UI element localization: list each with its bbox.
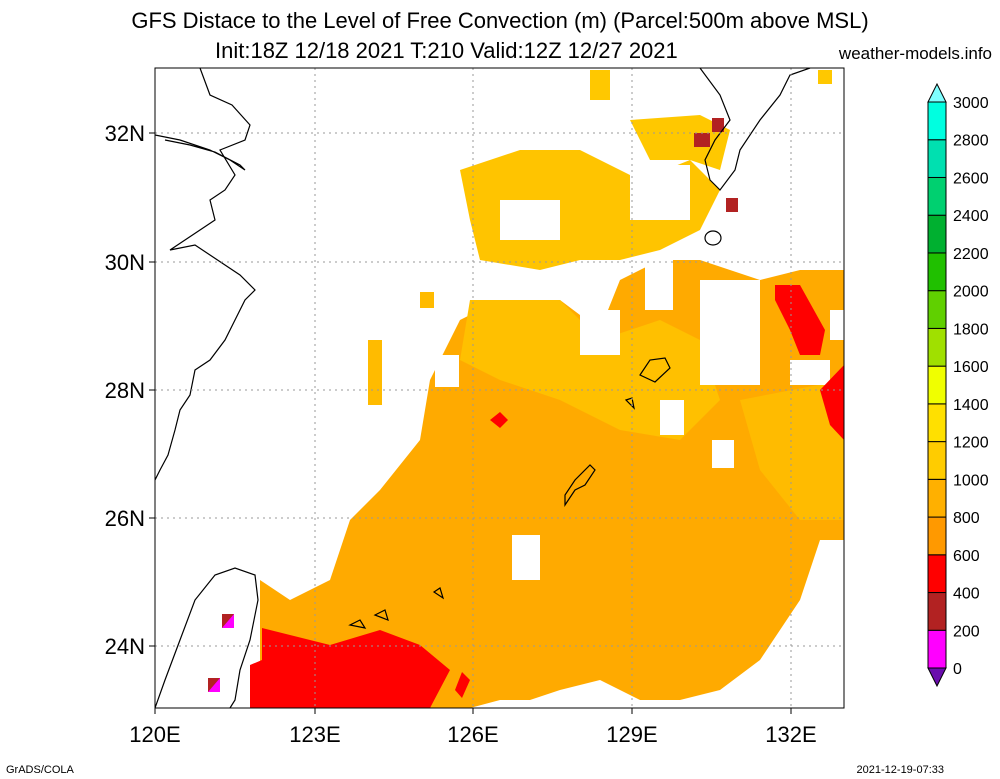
field-yellow-north2	[630, 115, 730, 170]
field-brown-1	[694, 133, 710, 147]
colorbar-label: 400	[953, 586, 980, 603]
amami-island	[564, 464, 596, 507]
colorbar-swatch	[927, 403, 947, 443]
lfc-field	[208, 70, 844, 708]
taiwan-coast	[155, 567, 259, 708]
colorbar: 0 200 400 600 800 1000 1200 1400 1600 1800 2000 220…	[927, 82, 989, 688]
colorbar-swatch	[927, 441, 947, 480]
colorbar-label: 2800	[953, 133, 989, 150]
lat-label: 28N	[105, 378, 145, 403]
field-brown-5	[208, 678, 220, 692]
field-yellow-west	[368, 340, 382, 405]
lat-label: 26N	[105, 506, 145, 531]
kyushu-coast	[699, 68, 811, 191]
lat-label: 24N	[105, 634, 145, 659]
footer-timestamp: 2021-12-19-07:33	[856, 764, 944, 776]
field-red-dot2	[455, 672, 470, 698]
okinawa-island	[639, 357, 671, 383]
field-red-east2	[820, 365, 844, 440]
colorbar-swatch	[927, 629, 947, 669]
field-red-dot1	[490, 412, 508, 428]
site-credit: weather-models.info	[838, 44, 992, 63]
colorbar-label: 200	[953, 623, 980, 640]
field-yellow-ne2	[818, 70, 832, 84]
map-subtitle: Init:18Z 12/18 2021 T:210 Valid:12Z 12/2…	[215, 38, 678, 63]
island-small-1	[348, 619, 367, 629]
gap-10	[830, 310, 844, 340]
colorbar-label: 1200	[953, 435, 989, 452]
colorbar-swatch	[927, 176, 947, 216]
field-red-east1	[775, 285, 825, 355]
colorbar-swatch	[927, 214, 947, 254]
colorbar-label: 2200	[953, 246, 989, 263]
colorbar-max-arrow	[927, 82, 947, 103]
yangtze-outline	[155, 134, 246, 171]
gridlines	[155, 68, 844, 708]
colorbar-swatch	[927, 365, 947, 405]
field-brown-4	[222, 614, 234, 628]
gap-3	[645, 260, 673, 310]
axis-ticks	[149, 132, 792, 714]
island-yakushima	[704, 230, 722, 246]
colorbar-label: 2600	[953, 170, 989, 187]
colorbar-min-arrow	[927, 667, 947, 688]
colorbar-swatch	[927, 592, 947, 631]
lon-label: 123E	[289, 722, 340, 747]
lon-label: 126E	[447, 722, 498, 747]
colorbar-swatch	[927, 252, 947, 292]
lat-label: 32N	[105, 121, 145, 146]
gap-11	[630, 165, 690, 220]
colorbar-swatch	[927, 290, 947, 329]
coastlines	[155, 68, 811, 708]
colorbar-swatch	[927, 327, 947, 367]
gap-6	[512, 535, 540, 580]
colorbar-swatch	[927, 554, 947, 594]
colorbar-swatch	[927, 516, 947, 556]
gap-5	[660, 400, 684, 435]
gap-4	[700, 280, 760, 385]
colorbar-label: 3000	[953, 95, 989, 112]
gap-8	[435, 355, 459, 387]
colorbar-label: 800	[953, 510, 980, 527]
lon-label: 120E	[129, 722, 180, 747]
footer-credit: GrADS/COLA	[6, 764, 74, 776]
field-yellow-west2	[420, 292, 434, 308]
lon-label: 129E	[606, 722, 657, 747]
colorbar-label: 1800	[953, 321, 989, 338]
lat-label: 30N	[105, 250, 145, 275]
gap-9	[790, 360, 830, 385]
colorbar-label: 600	[953, 548, 980, 565]
field-yellow-mid	[460, 300, 720, 440]
lon-label: 132E	[765, 722, 816, 747]
island-small-3	[432, 587, 445, 600]
lat-labels: 32N 30N 28N 26N 24N	[105, 121, 145, 659]
colorbar-label: 1000	[953, 472, 989, 489]
map-frame	[154, 67, 845, 709]
china-coast	[155, 68, 256, 481]
colorbar-swatch	[927, 139, 947, 178]
island-small-4	[624, 397, 635, 410]
colorbar-label: 2000	[953, 284, 989, 301]
colorbar-label: 0	[953, 661, 962, 678]
gap-7	[712, 440, 734, 468]
field-brown-2	[712, 118, 724, 132]
field-red-south	[250, 628, 450, 708]
island-small-2	[373, 609, 389, 621]
colorbar-swatch	[927, 101, 947, 141]
field-yellow-ne	[590, 70, 610, 100]
lon-labels: 120E 123E 126E 129E 132E	[129, 722, 816, 747]
colorbar-swatch	[927, 478, 947, 518]
gap-2	[580, 310, 620, 355]
field-brown-3	[726, 198, 738, 212]
colorbar-label: 1600	[953, 359, 989, 376]
field-yellow-east	[740, 380, 844, 520]
gap-1	[500, 200, 560, 240]
colorbar-label: 1400	[953, 397, 989, 414]
map-title: GFS Distace to the Level of Free Convect…	[131, 8, 869, 33]
colorbar-label: 2400	[953, 208, 989, 225]
